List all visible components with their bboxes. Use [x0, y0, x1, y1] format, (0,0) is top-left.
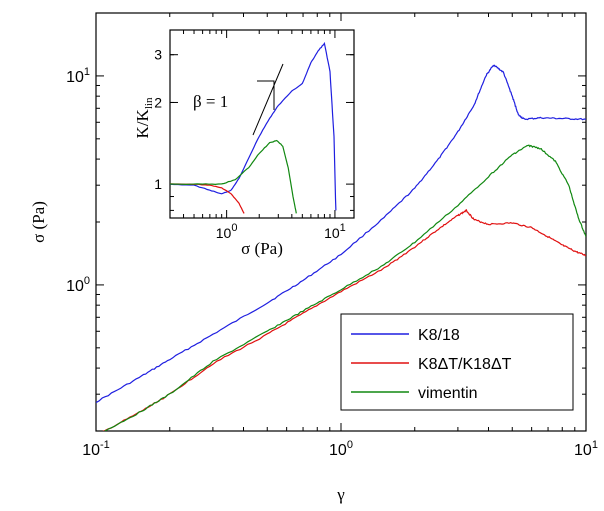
y-axis-label: σ (Pa)	[29, 201, 48, 243]
inset-y-axis-label: K/Klin	[133, 97, 155, 138]
main-series-line-vimentin	[103, 144, 586, 431]
main-x-tick-label: 100	[329, 439, 353, 459]
inset-x-tick-label: 100	[216, 222, 238, 241]
x-axis-label: γ	[336, 485, 345, 504]
main-y-tick-label: 100	[66, 275, 90, 295]
main-y-tick-label: 101	[66, 66, 90, 86]
inset-x-tick-label: 101	[324, 222, 346, 241]
legend-box	[340, 313, 574, 411]
main-series-line-k8-18	[96, 64, 586, 404]
main-x-tick-label: 101	[574, 439, 598, 459]
inset-y-tick-label: 3	[154, 47, 162, 63]
legend: K8/18 K8ΔT/K18ΔT vimentin	[340, 313, 574, 411]
inset-series-line-2	[170, 139, 297, 214]
inset-plot: 100 101 1 2 3 σ (Pa) K/Klin β = 1	[133, 29, 355, 258]
slope-line	[252, 63, 284, 136]
inset-y-tick-label: 1	[154, 176, 162, 192]
legend-label: K8ΔT/K18ΔT	[418, 356, 512, 373]
legend-label: K8/18	[418, 327, 460, 344]
main-series-line-k8-t-k18-t	[102, 209, 586, 431]
inset-y-tick-label: 2	[154, 94, 162, 110]
legend-label: vimentin	[418, 385, 478, 402]
inset-series-line-0	[170, 41, 337, 211]
inset-frame	[169, 29, 355, 219]
inset-x-axis-label: σ (Pa)	[241, 239, 283, 258]
slope-triangle	[257, 80, 275, 110]
main-x-tick-label: 10-1	[82, 439, 110, 459]
beta-annotation: β = 1	[193, 92, 228, 111]
